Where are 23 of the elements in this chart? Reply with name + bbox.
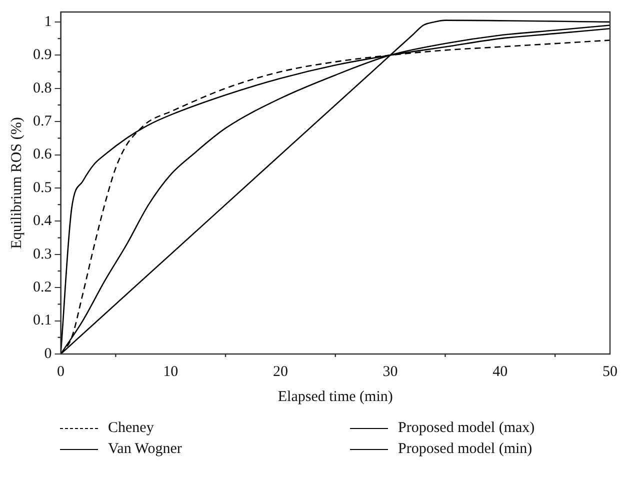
x-tick-label: 30 [382,364,398,380]
legend-label: Cheney [108,420,154,437]
x-tick-label: 20 [272,364,288,380]
x-tick-label: 0 [57,364,64,380]
y-tick-label: 0 [44,346,52,362]
y-tick-label: 0.8 [33,80,52,96]
y-tick-label: 0.4 [33,213,52,230]
y-tick-label: 0.9 [33,47,52,64]
y-tick-label: 0.5 [33,180,52,196]
legend-label: Proposed model (max) [398,420,535,437]
x-tick-label: 10 [163,364,178,380]
x-axis-title: Elapsed time (min) [278,388,393,405]
x-tick-label: 50 [602,364,618,380]
y-tick-label: 1 [44,14,52,30]
y-axis-title: Equilibrium ROS (%) [8,117,25,249]
legend-label: Proposed model (min) [398,441,532,458]
x-tick-label: 40 [492,364,508,380]
y-tick-label: 0.1 [33,312,52,329]
y-tick-label: 0.3 [33,246,52,262]
legend-label: Van Wogner [108,441,182,458]
y-tick-label: 0.2 [33,280,52,296]
y-tick-label: 0.6 [33,146,52,163]
y-tick-label: 0.7 [33,114,52,130]
